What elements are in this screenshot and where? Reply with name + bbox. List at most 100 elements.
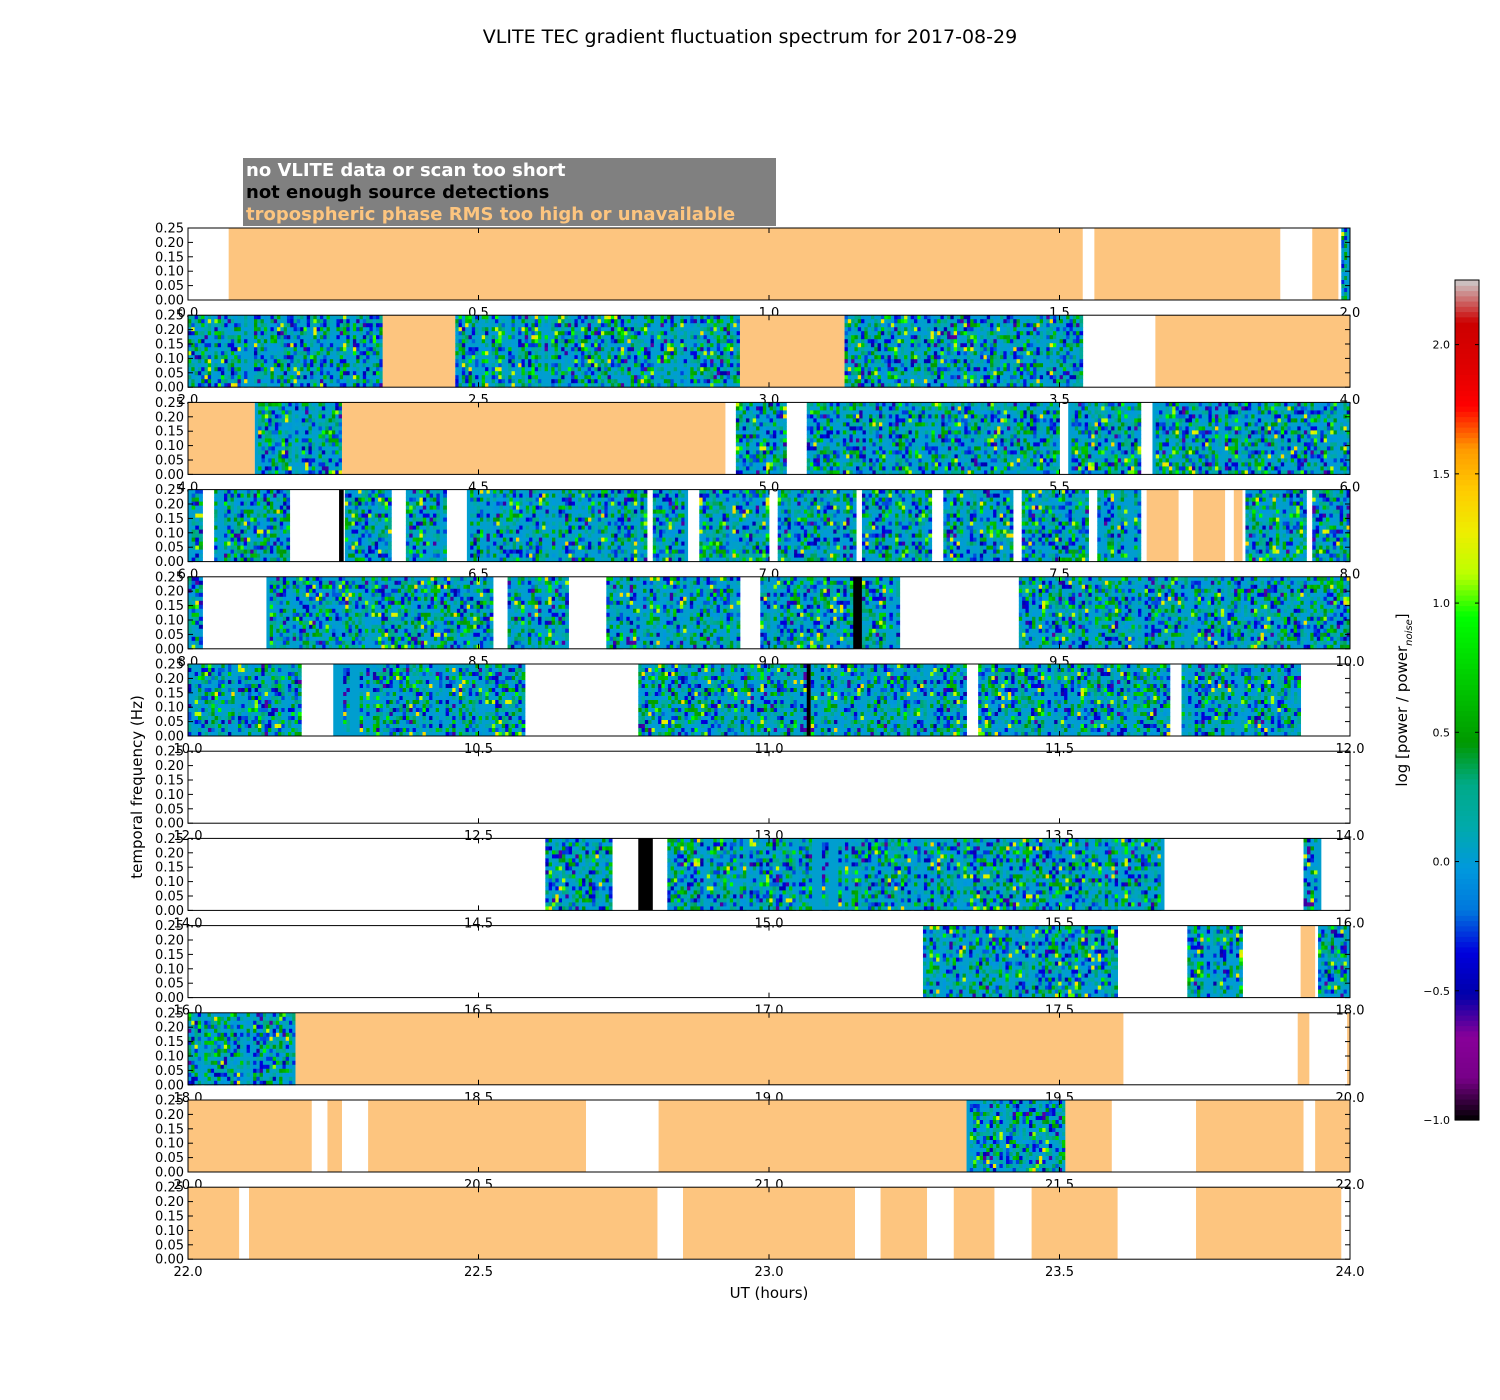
- spectrum-cell: [862, 446, 867, 451]
- spectrum-cell: [197, 339, 202, 344]
- spectrum-cell: [1003, 371, 1008, 376]
- spectrum-cell: [339, 383, 344, 388]
- spectrum-cell: [331, 466, 336, 471]
- panel-1: 0.000.050.100.150.200.252.0 2.5 3.0 3.5 4.0: [155, 309, 1360, 409]
- spectrum-cell: [234, 375, 238, 380]
- spectrum-cell: [892, 466, 896, 471]
- spectrum-cell: [966, 347, 971, 352]
- spectrum-cell: [918, 438, 923, 443]
- spectrum-cell: [280, 343, 285, 348]
- spectrum-cell: [739, 450, 744, 455]
- spectrum-cell: [856, 414, 860, 419]
- spectrum-cell: [927, 319, 931, 324]
- spectrum-cell: [1029, 319, 1034, 324]
- spectrum-cell: [359, 347, 364, 352]
- spectrum-cell: [1023, 327, 1027, 332]
- spectrum-cell: [993, 347, 998, 352]
- spectrum-cell: [1049, 327, 1054, 332]
- spectrum-cell: [647, 375, 651, 380]
- spectrum-cell: [901, 414, 906, 419]
- spectrum-cell: [716, 355, 721, 360]
- spectrum-cell: [996, 359, 1001, 364]
- spectrum-cell: [468, 375, 473, 380]
- spectrum-cell: [918, 430, 923, 435]
- spectrum-cell: [963, 355, 968, 360]
- spectrum-cell: [544, 383, 549, 388]
- spectrum-cell: [953, 331, 958, 336]
- spectrum-cell: [888, 458, 893, 463]
- spectrum-cell: [329, 363, 334, 368]
- spectrum-cell: [300, 347, 304, 352]
- spectrum-cell: [915, 446, 919, 451]
- spectrum-cell: [810, 450, 814, 455]
- spectrum-cell: [306, 355, 311, 360]
- spectrum-cell: [1016, 343, 1021, 348]
- spectrum-cell: [640, 315, 645, 320]
- spectrum-cell: [188, 339, 192, 344]
- spectrum-cell: [306, 351, 311, 356]
- spectrum-cell: [379, 343, 384, 348]
- spectrum-cell: [220, 359, 225, 364]
- spectrum-cell: [673, 359, 678, 364]
- spectrum-cell: [270, 319, 275, 324]
- spectrum-cell: [872, 426, 877, 431]
- spectrum-cell: [581, 343, 585, 348]
- spectrum-cell: [667, 359, 671, 364]
- spectrum-cell: [884, 375, 888, 380]
- spectrum-cell: [501, 331, 506, 336]
- spectrum-cell: [290, 347, 294, 352]
- spectrum-cell: [875, 426, 880, 431]
- spectrum-cell: [343, 315, 347, 320]
- spectrum-cell: [846, 422, 850, 427]
- spectrum-cell: [634, 363, 638, 368]
- spectrum-cell: [597, 331, 602, 336]
- spectrum-cell: [880, 363, 885, 368]
- spectrum-cell: [338, 430, 343, 435]
- spectrum-cell: [963, 375, 968, 380]
- spectrum-cell: [590, 367, 595, 372]
- spectrum-cell: [264, 418, 269, 423]
- spectrum-cell: [372, 315, 377, 320]
- spectrum-cell: [915, 458, 919, 463]
- spectrum-cell: [1341, 232, 1345, 237]
- spectrum-cell: [1033, 355, 1037, 360]
- spectrum-cell: [650, 347, 655, 352]
- spectrum-cell: [521, 323, 526, 328]
- spectrum-cell: [900, 327, 905, 332]
- spectrum-cell: [366, 355, 370, 360]
- spectrum-cell: [900, 355, 905, 360]
- spectrum-cell: [264, 434, 269, 439]
- spectrum-cell: [498, 371, 502, 376]
- spectrum-cell: [217, 363, 222, 368]
- spectrum-cell: [1052, 383, 1057, 388]
- spectrum-cell: [742, 430, 747, 435]
- spectrum-cell: [288, 426, 293, 431]
- spectrum-cell: [819, 402, 824, 407]
- spectrum-cell: [875, 466, 880, 471]
- spectrum-cell: [716, 359, 721, 364]
- spectrum-cell: [329, 343, 334, 348]
- spectrum-cell: [1016, 319, 1021, 324]
- spectrum-cell: [356, 379, 360, 384]
- spectrum-cell: [339, 327, 344, 332]
- spectrum-cell: [810, 442, 814, 447]
- spectrum-cell: [1079, 343, 1084, 348]
- spectrum-cell: [772, 446, 777, 451]
- spectrum-cell: [290, 355, 294, 360]
- spectrum-cell: [647, 355, 651, 360]
- spectrum-cell: [293, 319, 298, 324]
- spectrum-cell: [733, 335, 738, 340]
- spectrum-cell: [730, 359, 734, 364]
- spectrum-cell: [286, 351, 291, 356]
- spectrum-cell: [481, 363, 486, 368]
- spectrum-cell: [667, 383, 671, 388]
- spectrum-cell: [191, 319, 195, 324]
- spectrum-cell: [680, 319, 685, 324]
- spectrum-cell: [852, 458, 857, 463]
- spectrum-cell: [524, 319, 529, 324]
- spectrum-cell: [911, 430, 916, 435]
- spectrum-cell: [571, 343, 575, 348]
- spectrum-cell: [328, 450, 333, 455]
- spectrum-cell: [882, 470, 886, 475]
- spectrum-cell: [716, 375, 721, 380]
